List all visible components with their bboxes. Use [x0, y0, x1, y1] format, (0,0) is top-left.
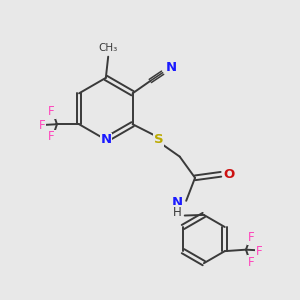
Text: N: N [172, 196, 183, 209]
Text: N: N [100, 133, 111, 146]
Text: F: F [39, 119, 46, 132]
Text: H: H [173, 206, 182, 219]
Text: F: F [248, 256, 255, 268]
Text: F: F [256, 244, 262, 258]
Text: CH₃: CH₃ [99, 43, 118, 53]
Text: F: F [48, 105, 55, 119]
Text: O: O [223, 168, 235, 181]
Text: F: F [48, 130, 55, 143]
Text: F: F [248, 231, 255, 244]
Text: S: S [154, 133, 163, 146]
Text: N: N [166, 61, 177, 74]
